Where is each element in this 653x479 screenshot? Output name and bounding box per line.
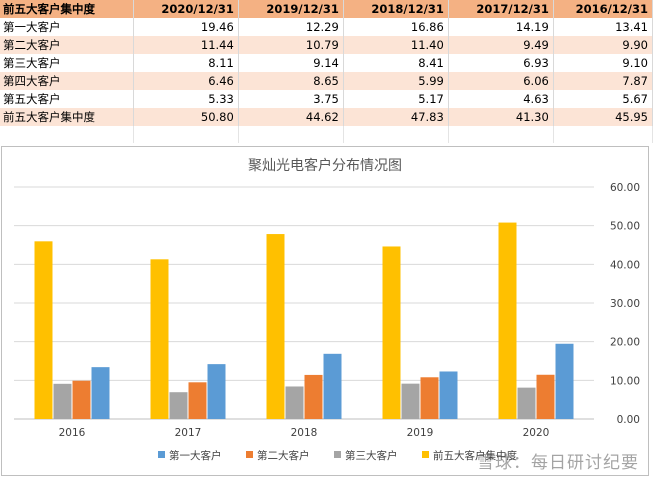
legend-swatch [422, 451, 429, 458]
y-tick-label: 40.00 [610, 259, 640, 271]
legend-swatch [334, 451, 341, 458]
table-cell[interactable]: 4.63 [448, 90, 554, 108]
header-cell[interactable]: 2016/12/31 [553, 0, 653, 18]
legend-swatch [246, 451, 253, 458]
table-row: 前五大客户集中度 50.80 44.62 47.83 41.30 45.95 [0, 108, 653, 126]
y-tick-label: 0.00 [617, 414, 640, 426]
table-cell[interactable]: 8.41 [343, 54, 449, 72]
table-cell[interactable]: 47.83 [343, 108, 449, 126]
header-cell[interactable]: 2018/12/31 [343, 0, 449, 18]
table-row: 第四大客户 6.46 8.65 5.99 6.06 7.87 [0, 72, 653, 90]
data-table: 前五大客户集中度 2020/12/31 2019/12/31 2018/12/3… [0, 0, 653, 143]
bar-chart: 聚灿光电客户分布情况图 0.00 10.00 20.00 30.00 40.00 50.0… [14, 157, 640, 462]
x-tick-label: 2019 [407, 427, 434, 439]
row-label[interactable]: 前五大客户集中度 [0, 108, 134, 126]
table-cell[interactable]: 8.65 [238, 72, 344, 90]
table-cell[interactable]: 9.90 [553, 36, 653, 54]
bar[interactable] [53, 383, 72, 419]
table-cell[interactable]: 10.79 [238, 36, 344, 54]
table-cell[interactable]: 5.67 [553, 90, 653, 108]
table-row: 第五大客户 5.33 3.75 5.17 4.63 5.67 [0, 90, 653, 108]
bar[interactable] [439, 371, 458, 419]
bar[interactable] [555, 343, 574, 419]
table-cell[interactable]: 45.95 [553, 108, 653, 126]
x-tick-label: 2017 [175, 427, 202, 439]
bar[interactable] [188, 382, 207, 419]
bar[interactable] [91, 367, 110, 419]
legend-label[interactable]: 第一大客户 [169, 449, 222, 462]
bar[interactable] [536, 374, 555, 419]
legend-label[interactable]: 第二大客户 [257, 449, 310, 462]
y-tick-label: 20.00 [610, 337, 640, 349]
header-cell[interactable]: 2019/12/31 [238, 0, 344, 18]
legend-label[interactable]: 第三大客户 [345, 449, 398, 462]
bar[interactable] [517, 387, 536, 419]
table-cell[interactable]: 16.86 [343, 18, 449, 36]
bar[interactable] [266, 234, 285, 419]
row-label[interactable]: 第一大客户 [0, 18, 134, 36]
table-cell[interactable]: 3.75 [238, 90, 344, 108]
legend-swatch [158, 451, 165, 458]
row-label[interactable]: 第二大客户 [0, 36, 134, 54]
table-cell[interactable]: 41.30 [448, 108, 554, 126]
table-cell[interactable]: 8.11 [133, 54, 239, 72]
x-tick-label: 2020 [523, 427, 550, 439]
chart-title: 聚灿光电客户分布情况图 [248, 157, 402, 174]
bar[interactable] [401, 383, 420, 419]
bar[interactable] [382, 246, 401, 419]
bar[interactable] [169, 392, 188, 419]
table-cell[interactable]: 19.46 [133, 18, 239, 36]
table-cell[interactable]: 6.93 [448, 54, 554, 72]
row-label[interactable]: 第五大客户 [0, 90, 134, 108]
table-cell[interactable]: 11.44 [133, 36, 239, 54]
table-cell[interactable]: 13.41 [553, 18, 653, 36]
table-cell[interactable]: 14.19 [448, 18, 554, 36]
table-cell[interactable]: 9.14 [238, 54, 344, 72]
empty-row [0, 126, 653, 143]
y-tick-label: 50.00 [610, 221, 640, 233]
table-cell[interactable]: 11.40 [343, 36, 449, 54]
table-cell[interactable]: 9.49 [448, 36, 554, 54]
header-cell[interactable]: 2020/12/31 [133, 0, 239, 18]
table-row: 第二大客户 11.44 10.79 11.40 9.49 9.90 [0, 36, 653, 54]
table-cell[interactable]: 44.62 [238, 108, 344, 126]
bar[interactable] [323, 353, 342, 419]
bar[interactable] [207, 364, 226, 419]
bar[interactable] [34, 241, 53, 419]
bar[interactable] [420, 377, 439, 419]
x-tick-label: 2018 [291, 427, 318, 439]
x-tick-label: 2016 [59, 427, 86, 439]
table-cell[interactable]: 6.06 [448, 72, 554, 90]
row-label[interactable]: 第四大客户 [0, 72, 134, 90]
table-cell[interactable]: 5.99 [343, 72, 449, 90]
watermark-text: 雪球：每日研讨纪要 [477, 453, 639, 473]
bar[interactable] [285, 386, 304, 419]
header-cell[interactable]: 前五大客户集中度 [0, 0, 134, 18]
row-label[interactable]: 第三大客户 [0, 54, 134, 72]
y-tick-label: 30.00 [610, 298, 640, 310]
table-cell[interactable]: 7.87 [553, 72, 653, 90]
chart-container[interactable]: 聚灿光电客户分布情况图 0.00 10.00 20.00 30.00 40.00 50.0… [1, 146, 649, 476]
legend-label[interactable]: 前五大客户集中度 [433, 449, 517, 462]
table-cell[interactable]: 5.17 [343, 90, 449, 108]
bar[interactable] [304, 374, 323, 419]
table-row: 第三大客户 8.11 9.14 8.41 6.93 9.10 [0, 54, 653, 72]
header-cell[interactable]: 2017/12/31 [448, 0, 554, 18]
table-cell[interactable]: 12.29 [238, 18, 344, 36]
y-tick-label: 60.00 [610, 182, 640, 194]
table-cell[interactable]: 5.33 [133, 90, 239, 108]
bar[interactable] [150, 259, 169, 419]
table-header-row: 前五大客户集中度 2020/12/31 2019/12/31 2018/12/3… [0, 0, 653, 18]
y-tick-label: 10.00 [610, 375, 640, 387]
table-cell[interactable]: 50.80 [133, 108, 239, 126]
bar[interactable] [498, 222, 517, 419]
table-row: 第一大客户 19.46 12.29 16.86 14.19 13.41 [0, 18, 653, 36]
bar[interactable] [72, 380, 91, 419]
table-cell[interactable]: 9.10 [553, 54, 653, 72]
table-cell[interactable]: 6.46 [133, 72, 239, 90]
